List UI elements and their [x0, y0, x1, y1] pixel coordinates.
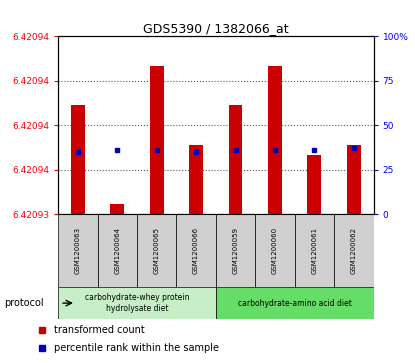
Text: transformed count: transformed count [54, 325, 145, 335]
Text: GSM1200060: GSM1200060 [272, 227, 278, 274]
Text: percentile rank within the sample: percentile rank within the sample [54, 343, 219, 354]
Title: GDS5390 / 1382066_at: GDS5390 / 1382066_at [143, 22, 288, 35]
Text: GSM1200063: GSM1200063 [75, 227, 81, 274]
Bar [216, 214, 255, 287]
Text: carbohydrate-amino acid diet: carbohydrate-amino acid diet [238, 299, 352, 307]
Bar [58, 287, 216, 319]
Bar [176, 214, 216, 287]
Text: GSM1200065: GSM1200065 [154, 227, 160, 274]
Bar [268, 66, 282, 214]
Bar [137, 214, 176, 287]
Text: GSM1200061: GSM1200061 [311, 227, 317, 274]
Bar [216, 287, 374, 319]
Bar [150, 66, 164, 214]
Bar [295, 214, 334, 287]
Bar [229, 106, 242, 214]
Text: protocol: protocol [4, 298, 44, 308]
Bar [189, 145, 203, 214]
Bar [110, 204, 124, 214]
Text: carbohydrate-whey protein
hydrolysate diet: carbohydrate-whey protein hydrolysate di… [85, 293, 189, 313]
Bar [71, 106, 85, 214]
Text: GSM1200062: GSM1200062 [351, 227, 357, 274]
Text: GSM1200064: GSM1200064 [114, 227, 120, 274]
Text: GSM1200059: GSM1200059 [232, 227, 239, 274]
Bar [98, 214, 137, 287]
Bar [58, 214, 98, 287]
Bar [255, 214, 295, 287]
Text: GSM1200066: GSM1200066 [193, 227, 199, 274]
Bar [347, 145, 361, 214]
Bar [308, 155, 321, 214]
Bar [334, 214, 374, 287]
